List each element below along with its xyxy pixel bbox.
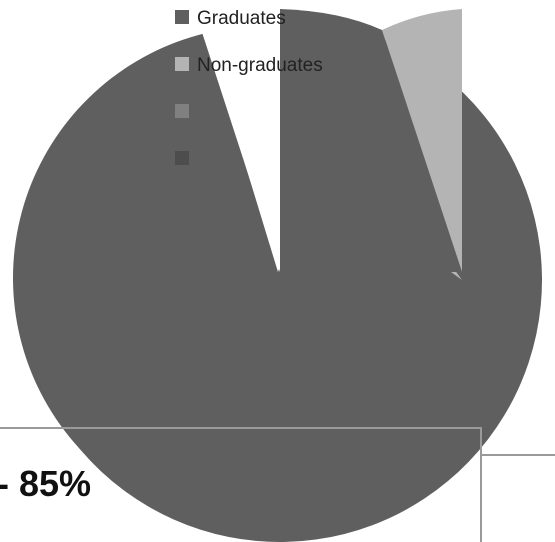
legend-label-0: Graduates	[197, 8, 286, 29]
legend-swatch-3	[175, 151, 189, 165]
data-label-callout: - 85%	[0, 427, 555, 542]
legend-swatch-1	[175, 57, 189, 71]
legend-swatch-2	[175, 104, 189, 118]
pie-slice-non-graduates	[382, 9, 462, 272]
data-label-graduates: - 85%	[0, 463, 91, 504]
leader-line	[0, 427, 482, 542]
pie-gap	[198, 9, 280, 272]
pie-slices	[12, 9, 543, 542]
pie-slice-graduates-top	[280, 9, 462, 272]
legend-label-1: Non-graduates	[197, 55, 323, 76]
legend-swatch-0	[175, 10, 189, 24]
legend: Graduates Non-graduates	[175, 8, 323, 165]
